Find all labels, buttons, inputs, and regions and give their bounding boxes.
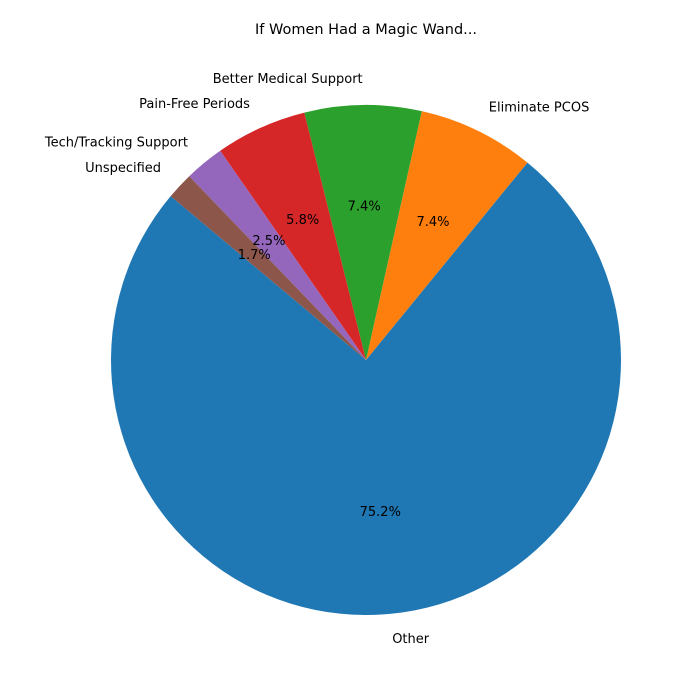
slice-pct-unspecified: 1.7% [238,248,271,263]
pie-slice-pain-free-periods [220,112,366,360]
slice-label-eliminate-pcos: Eliminate PCOS [489,100,590,115]
pie-slice-eliminate-pcos [366,111,528,361]
pie-slice-unspecified [170,176,366,360]
slice-label-other: Other [392,632,430,647]
slice-label-better-medical-support: Better Medical Support [213,72,363,87]
chart-title: If Women Had a Magic Wand... [255,22,477,38]
pie-labels: Other 75.2% Eliminate PCOS 7.4% Better Medic… [44,72,589,647]
slice-pct-other: 75.2% [360,505,401,520]
pie-slice-other [111,162,622,615]
slice-pct-tech-tracking-support: 2.5% [252,234,285,249]
pie-slice-tech-tracking-support [189,150,366,360]
pie-slices [111,104,622,615]
slice-label-pain-free-periods: Pain-Free Periods [139,97,250,112]
slice-pct-pain-free-periods: 5.8% [286,213,319,228]
slice-pct-better-medical-support: 7.4% [348,200,381,215]
slice-label-unspecified: Unspecified [85,161,161,176]
pie-slice-better-medical-support [304,104,422,360]
slice-pct-eliminate-pcos: 7.4% [416,215,449,230]
slice-label-tech-tracking-support: Tech/Tracking Support [44,136,188,151]
